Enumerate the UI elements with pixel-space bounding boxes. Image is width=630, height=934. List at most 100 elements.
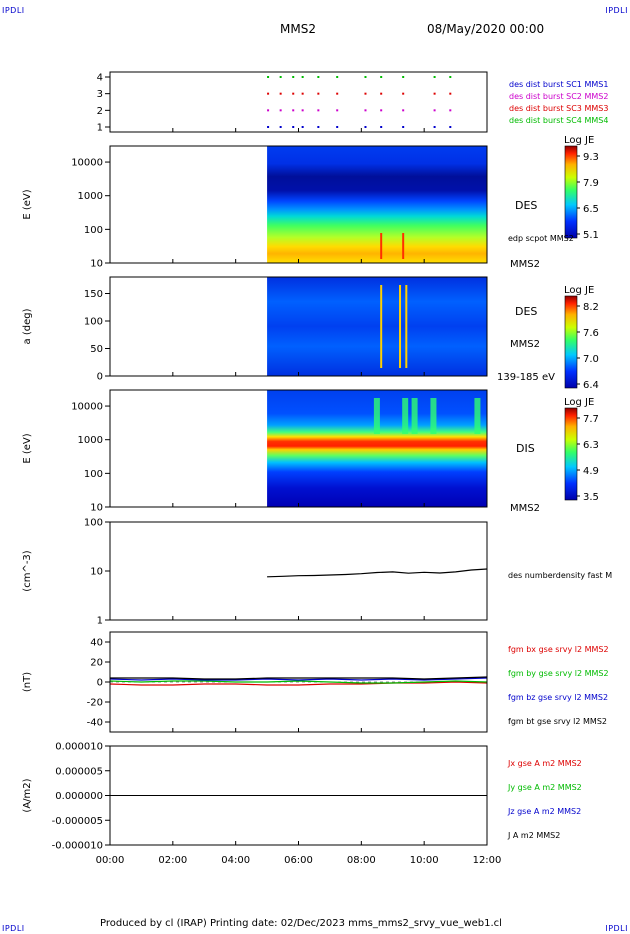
y-tick-label-density: 1 xyxy=(97,616,103,627)
colorbar-tick-label-des_pitch: 7.0 xyxy=(583,354,599,365)
x-tick-label: 12:00 xyxy=(473,855,502,866)
y-tick-label-fgm: -20 xyxy=(87,698,103,709)
burst-marker xyxy=(301,92,304,95)
burst-marker xyxy=(364,76,367,78)
y-tick-label-fgm: 0 xyxy=(97,678,103,689)
burst-legend-1: des dist burst SC1 MMS1 xyxy=(509,80,608,89)
panel-frame-density xyxy=(109,521,488,621)
y-tick-label-des_pitch: 50 xyxy=(90,344,103,355)
des-pitch-spike xyxy=(380,285,383,368)
burst-marker xyxy=(317,109,320,112)
burst-legend-2: des dist burst SC2 MMS2 xyxy=(509,92,608,101)
y-tick-label-dis_energy: 100 xyxy=(84,469,103,480)
burst-marker xyxy=(380,109,383,112)
fgm-legend-2: fgm by gse srvy l2 MMS2 xyxy=(508,669,609,678)
y-tick-label-current: -0.000005 xyxy=(52,816,103,827)
burst-marker xyxy=(317,92,320,95)
burst-marker xyxy=(301,76,304,78)
burst-marker xyxy=(449,126,452,128)
spacecraft-title: MMS2 xyxy=(280,22,316,36)
current-legend-3: Jz gse A m2 MMS2 xyxy=(507,807,581,816)
burst-marker xyxy=(301,126,304,128)
x-tick-label: 06:00 xyxy=(284,855,313,866)
y-axis-label-des_pitch: a (deg) xyxy=(22,308,33,344)
burst-legend-3: des dist burst SC3 MMS3 xyxy=(509,104,608,113)
dis-energy-burst xyxy=(411,398,418,434)
burst-marker xyxy=(279,92,282,95)
y-axis-label-dis_energy: E (eV) xyxy=(22,433,33,463)
y-tick-label-current: -0.000010 xyxy=(52,841,103,852)
current-legend-4: J A m2 MMS2 xyxy=(507,831,560,840)
fgm-legend-4: fgm bt gse srvy l2 MMS2 xyxy=(508,717,607,726)
current-legend-2: Jy gse A m2 MMS2 xyxy=(507,783,582,792)
burst-marker xyxy=(402,76,405,78)
x-tick-label: 02:00 xyxy=(158,855,187,866)
colorbar-dis_energy xyxy=(564,407,578,501)
corner-label-bottom-left: IPDLI xyxy=(2,924,25,933)
burst-marker xyxy=(364,109,367,112)
x-tick-label: 00:00 xyxy=(96,855,125,866)
y-tick-label-burst: 4 xyxy=(97,73,103,84)
y-tick-label-des_pitch: 100 xyxy=(84,317,103,328)
fgm-series-line-4 xyxy=(110,676,488,680)
burst-marker xyxy=(433,76,436,78)
dis-energy-burst xyxy=(430,398,437,434)
dis-energy-species-label: DIS xyxy=(516,442,535,455)
des-energy-spike xyxy=(380,233,383,259)
burst-marker xyxy=(380,76,383,78)
dis-energy-burst xyxy=(402,398,409,434)
y-tick-label-current: 0.000010 xyxy=(55,742,103,753)
y-tick-label-current: 0.000000 xyxy=(55,791,103,802)
burst-marker xyxy=(267,76,270,78)
burst-marker xyxy=(292,92,295,95)
x-tick-label: 10:00 xyxy=(410,855,439,866)
burst-marker xyxy=(336,76,339,78)
des-energy-spike xyxy=(402,233,405,259)
burst-marker xyxy=(301,109,304,112)
y-tick-label-burst: 3 xyxy=(97,89,103,100)
y-tick-label-density: 100 xyxy=(84,518,103,529)
des-pitch-spike xyxy=(405,285,408,368)
burst-marker xyxy=(279,126,282,128)
y-axis-label-density: (cm^-3) xyxy=(22,550,33,591)
y-tick-label-burst: 2 xyxy=(97,106,103,117)
burst-marker xyxy=(267,92,270,95)
y-axis-label-current: (A/m2) xyxy=(22,778,33,812)
y-tick-label-des_energy: 10 xyxy=(90,259,103,270)
corner-label-top-right: IPDLI xyxy=(605,6,628,15)
y-tick-label-density: 10 xyxy=(90,567,103,578)
colorbar-tick-label-dis_energy: 6.3 xyxy=(583,440,599,451)
burst-marker xyxy=(380,92,383,95)
colorbar-des_energy xyxy=(564,145,578,239)
burst-marker xyxy=(433,92,436,95)
colorbar-tick-label-dis_energy: 7.7 xyxy=(583,414,599,425)
des-pitch-sc-label: MMS2 xyxy=(510,339,540,350)
burst-marker xyxy=(336,126,339,128)
corner-label-top-left: IPDLI xyxy=(2,6,25,15)
burst-legend-4: des dist burst SC4 MMS4 xyxy=(509,116,608,125)
burst-marker xyxy=(433,109,436,112)
des-pitch-spike xyxy=(399,285,402,368)
dis-energy-burst xyxy=(373,398,380,434)
current-legend-1: Jx gse A m2 MMS2 xyxy=(507,759,582,768)
burst-marker xyxy=(336,92,339,95)
burst-marker xyxy=(267,109,270,112)
burst-marker xyxy=(402,126,405,128)
y-tick-label-current: 0.000005 xyxy=(55,766,103,777)
colorbar-title-dis_energy: Log JE xyxy=(564,397,594,408)
colorbar-tick-label-des_pitch: 8.2 xyxy=(583,302,599,313)
colorbar-tick-label-des_energy: 6.5 xyxy=(583,204,599,215)
colorbar-tick-label-des_energy: 9.3 xyxy=(583,152,599,163)
burst-marker xyxy=(279,76,282,78)
y-axis-label-des_energy: E (eV) xyxy=(22,189,33,219)
burst-marker xyxy=(364,126,367,128)
fgm-series-line-1 xyxy=(109,681,488,686)
colorbar-des_pitch xyxy=(564,295,578,389)
density-series-line xyxy=(267,568,488,578)
y-tick-label-dis_energy: 1000 xyxy=(78,435,103,446)
y-tick-label-burst: 1 xyxy=(97,123,103,134)
colorbar-tick-label-des_pitch: 6.4 xyxy=(583,380,599,391)
datetime-title: 08/May/2020 00:00 xyxy=(427,22,545,36)
corner-label-bottom-right: IPDLI xyxy=(605,924,628,933)
